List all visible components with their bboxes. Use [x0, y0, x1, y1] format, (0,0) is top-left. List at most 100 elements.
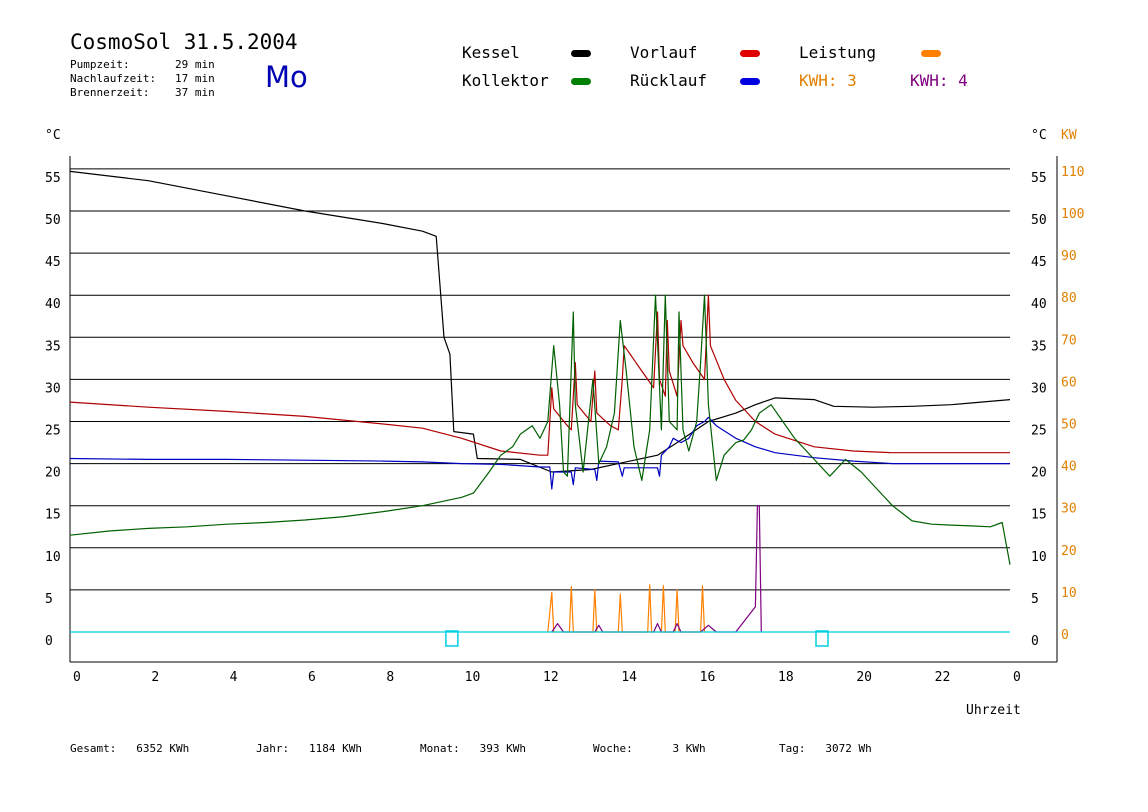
y-tick-label: 10 [45, 550, 61, 565]
legend-label-kollektor: Kollektor [462, 71, 549, 90]
y-tick-label-right: 35 [1031, 339, 1047, 354]
y-tick-label: 15 [45, 508, 61, 523]
y-axis-label: °C [45, 128, 61, 143]
legend-kwh-3: KWH: 3 [799, 71, 857, 90]
info-value: 17 min [175, 72, 215, 85]
weekday-label: Mo [265, 60, 308, 94]
legend-swatch-vorlauf [740, 50, 760, 57]
series-line-4 [547, 584, 706, 633]
x-tick-label: 14 [621, 670, 637, 685]
y2-tick-label: 0 [1061, 628, 1069, 643]
series-line-1 [69, 294, 1010, 456]
footer-value: 3 KWh [672, 742, 706, 755]
footer-woche: Woche: 3 KWh [593, 742, 706, 755]
x-tick-label: 10 [465, 670, 481, 685]
x-tick-label: 2 [151, 670, 159, 685]
pump-marker [815, 630, 829, 647]
y-tick-label: 20 [45, 466, 61, 481]
y2-tick-label: 30 [1061, 502, 1077, 517]
footer-value: 393 KWh [479, 742, 526, 755]
x-tick-label: 12 [543, 670, 559, 685]
footer-label: Jahr: [256, 742, 290, 755]
footer-label: Gesamt: [70, 742, 117, 755]
y-tick-label: 5 [45, 592, 53, 607]
legend-label-vorlauf: Vorlauf [630, 43, 698, 62]
x-axis-label: Uhrzeit [966, 703, 1021, 718]
footer-label: Tag: [779, 742, 806, 755]
y-tick-label: 55 [45, 171, 61, 186]
y2-tick-label: 60 [1061, 375, 1077, 390]
footer-jahr: Jahr: 1184 KWh [256, 742, 362, 755]
y-tick-label-right: 50 [1031, 213, 1047, 228]
y2-tick-label: 50 [1061, 418, 1077, 433]
y2-tick-label: 70 [1061, 333, 1077, 348]
x-tick-label: 8 [386, 670, 394, 685]
x-tick-label: 0 [1013, 670, 1021, 685]
y2-tick-label: 10 [1061, 586, 1077, 601]
y2-tick-label: 40 [1061, 460, 1077, 475]
footer-monat: Monat: 393 KWh [420, 742, 526, 755]
y-tick-label-right: 25 [1031, 424, 1047, 439]
y-tick-label: 30 [45, 381, 61, 396]
info-pumpzeit: Pumpzeit: 29 min [70, 58, 215, 71]
y-tick-label-right: 10 [1031, 550, 1047, 565]
y-axis-label-right: °C [1031, 128, 1047, 143]
y-tick-label: 45 [45, 255, 61, 270]
x-tick-label: 0 [73, 670, 81, 685]
info-value: 37 min [175, 86, 215, 99]
info-label: Pumpzeit: [70, 58, 130, 71]
y-tick-label: 35 [45, 339, 61, 354]
y2-tick-label: 100 [1061, 207, 1084, 222]
y-tick-label-right: 0 [1031, 634, 1039, 649]
y2-tick-label: 110 [1061, 165, 1084, 180]
x-tick-label: 20 [856, 670, 872, 685]
x-tick-label: 18 [778, 670, 794, 685]
y2-tick-label: 90 [1061, 249, 1077, 264]
x-tick-label: 6 [308, 670, 316, 685]
series-line-2 [69, 416, 1010, 490]
legend-kwh-4: KWH: 4 [910, 71, 968, 90]
y-tick-label-right: 55 [1031, 171, 1047, 186]
y2-tick-label: 20 [1061, 544, 1077, 559]
footer-value: 1184 KWh [309, 742, 362, 755]
footer-label: Monat: [420, 742, 460, 755]
legend-label-leistung: Leistung [799, 43, 877, 62]
y-tick-label: 50 [45, 213, 61, 228]
footer-gesamt: Gesamt: 6352 KWh [70, 742, 189, 755]
y-tick-label-right: 30 [1031, 381, 1047, 396]
y-tick-label-right: 45 [1031, 255, 1047, 270]
y-tick-label: 25 [45, 424, 61, 439]
series-line-0 [69, 170, 1011, 473]
footer-value: 6352 KWh [136, 742, 190, 755]
legend-label-ruecklauf: Rücklauf [630, 71, 708, 90]
page-title: CosmoSol 31.5.2004 [70, 30, 298, 54]
legend-swatch-ruecklauf [740, 78, 760, 85]
y-tick-label-right: 40 [1031, 297, 1047, 312]
x-tick-label: 22 [935, 670, 951, 685]
legend-swatch-kollektor [571, 78, 591, 85]
pump-marker [445, 630, 459, 647]
legend-swatch-kessel [571, 50, 591, 57]
footer-tag: Tag: 3072 Wh [779, 742, 872, 755]
legend-label-kessel: Kessel [462, 43, 520, 62]
y2-tick-label: 80 [1061, 291, 1077, 306]
info-nachlaufzeit: Nachlaufzeit: 17 min [70, 72, 215, 85]
footer-value: 3072 Wh [825, 742, 872, 755]
y2-axis-label: KW [1061, 128, 1077, 143]
info-value: 29 min [175, 58, 215, 71]
y-tick-label-right: 15 [1031, 508, 1047, 523]
y-tick-label-right: 20 [1031, 466, 1047, 481]
info-label: Brennerzeit: [70, 86, 150, 99]
info-label: Nachlaufzeit: [70, 72, 157, 85]
x-tick-label: 4 [230, 670, 238, 685]
series-line-5 [551, 505, 762, 633]
footer-label: Woche: [593, 742, 633, 755]
series-line-3 [69, 294, 1011, 565]
x-tick-label: 16 [700, 670, 716, 685]
legend-swatch-leistung [921, 50, 941, 57]
y-tick-label: 40 [45, 297, 61, 312]
info-brennerzeit: Brennerzeit: 37 min [70, 86, 215, 99]
y-tick-label-right: 5 [1031, 592, 1039, 607]
y-tick-label: 0 [45, 634, 53, 649]
